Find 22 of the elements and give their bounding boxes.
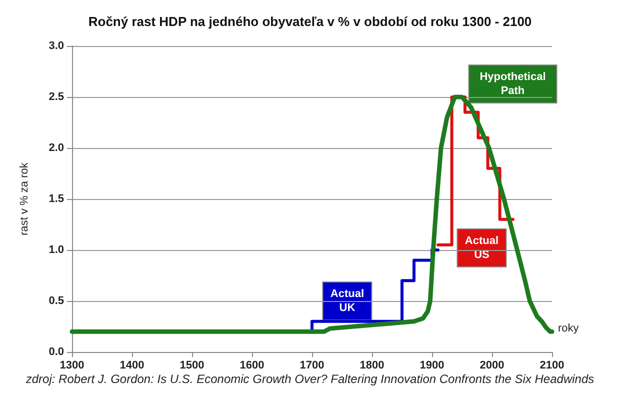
x-axis-title: roky bbox=[558, 322, 580, 334]
y-tick-label: 1.5 bbox=[48, 193, 64, 205]
y-tick-label: 1.0 bbox=[48, 244, 64, 256]
series-label: Hypothetical Path bbox=[480, 70, 546, 97]
x-tick-label: 1700 bbox=[300, 360, 324, 372]
text: zdroj: Robert J. Gordon: Is U.S. Economic Growth Over? Faltering Innovation Confronts the Six Headwinds bbox=[24, 372, 594, 386]
x-tick-label: 1900 bbox=[420, 360, 444, 372]
y-tick-label: 0.5 bbox=[48, 295, 64, 307]
y-axis-title: rast v % za rok bbox=[18, 162, 30, 236]
x-tick-label: 1300 bbox=[60, 360, 84, 372]
y-tick-label: 3.0 bbox=[48, 40, 64, 52]
chart-title: Ročný rast HDP na jedného obyvateľa v % v období od roku 1300 - 2100 bbox=[88, 14, 532, 29]
series-label: Actual UK bbox=[330, 288, 364, 314]
x-tick-label: 1400 bbox=[120, 360, 144, 372]
y-tick-label: 2.5 bbox=[48, 91, 64, 103]
y-tick-label: 0.0 bbox=[48, 346, 64, 358]
x-tick-label: 1800 bbox=[360, 360, 384, 372]
x-tick-label: 2100 bbox=[540, 360, 564, 372]
y-tick-label: 2.0 bbox=[48, 142, 64, 154]
x-tick-label: 1500 bbox=[180, 360, 204, 372]
x-tick-label: 1600 bbox=[240, 360, 264, 372]
x-tick-label: 2000 bbox=[480, 360, 504, 372]
